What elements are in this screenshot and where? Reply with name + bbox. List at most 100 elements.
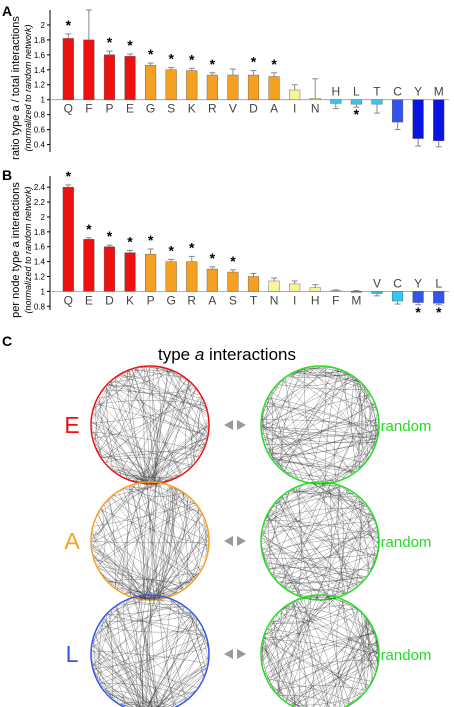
y-tick-label: 0.4 (34, 141, 46, 150)
compare-arrows (224, 420, 246, 430)
row-label-a: A (64, 528, 80, 554)
significance-star: * (210, 250, 216, 266)
bar (371, 291, 383, 294)
bar (165, 261, 177, 292)
category-label: Y (414, 276, 422, 290)
category-label: V (373, 276, 381, 290)
category-label: K (188, 102, 196, 116)
network-random-2 (261, 482, 379, 600)
bar (433, 99, 445, 141)
bar (350, 99, 362, 105)
significance-star: * (148, 232, 154, 248)
y-tick-label: 2.2 (34, 198, 46, 207)
bar (330, 290, 342, 292)
network-random-1 (261, 366, 379, 484)
bar (145, 65, 157, 100)
compare-arrows (224, 649, 246, 659)
bar (433, 291, 445, 304)
bar (247, 276, 260, 292)
category-label: P (147, 293, 155, 307)
bar (289, 283, 301, 292)
panel-a-y-label: ratio type a / total interactions (10, 16, 22, 160)
significance-star: * (127, 233, 133, 249)
bar (412, 291, 424, 303)
y-tick-label: 0.6 (34, 126, 46, 135)
y-tick-label: 1.6 (34, 243, 46, 252)
bar (206, 268, 218, 292)
significance-star: * (66, 17, 72, 33)
category-label: E (85, 293, 93, 307)
bar (124, 56, 136, 100)
network-edges (91, 482, 209, 600)
network-edges (261, 482, 379, 600)
category-label: R (187, 293, 196, 307)
network-e-outline (90, 365, 210, 485)
network-edges (91, 595, 209, 707)
category-label: M (434, 85, 444, 99)
row-label-l: L (66, 641, 79, 667)
y-tick-label: 2 (41, 213, 46, 222)
category-label: L (435, 276, 442, 290)
significance-star: * (107, 228, 113, 244)
panel-b: B per node type a interactions (normaliz… (2, 167, 449, 320)
panel-a-letter: A (2, 3, 12, 19)
category-label: P (105, 102, 113, 116)
significance-star: * (230, 253, 236, 269)
category-label: Q (64, 102, 73, 116)
category-label: M (351, 293, 361, 307)
bar (145, 253, 157, 292)
network-random-3-outline (260, 594, 380, 707)
category-label: L (353, 85, 360, 99)
y-tick-label: 0.8 (34, 302, 46, 311)
significance-star: * (436, 304, 442, 320)
bar (62, 38, 74, 100)
category-label: D (105, 293, 114, 307)
category-label: D (249, 102, 258, 116)
bar (62, 186, 74, 292)
bar (350, 291, 362, 293)
y-tick-label: 1.8 (34, 228, 46, 237)
bar (103, 54, 115, 100)
bar (412, 99, 424, 139)
random-label-1: random (381, 418, 432, 435)
significance-star: * (66, 168, 72, 184)
category-label: I (293, 102, 296, 116)
category-label: Y (414, 85, 422, 99)
bar (268, 280, 280, 292)
y-tick-label: 2.4 (34, 183, 46, 192)
bar (330, 99, 342, 104)
category-label: F (332, 293, 339, 307)
bar (83, 39, 95, 100)
random-label-2: random (381, 534, 432, 551)
bar (186, 70, 198, 100)
y-tick-label: 0.8 (34, 111, 46, 120)
row-label-e: E (64, 412, 79, 438)
bar (392, 99, 404, 123)
significance-star: * (168, 242, 174, 258)
bar (289, 89, 301, 100)
panel-a: A ratio type a / total interactions (nor… (2, 3, 449, 160)
category-label: K (126, 293, 134, 307)
category-label: E (126, 102, 134, 116)
category-label: V (229, 102, 237, 116)
significance-star: * (127, 37, 133, 53)
category-label: N (270, 293, 279, 307)
bar (227, 271, 239, 292)
network-l (91, 595, 209, 707)
significance-star: * (210, 56, 216, 72)
category-label: F (85, 102, 92, 116)
significance-star: * (354, 106, 360, 122)
category-label: G (146, 102, 155, 116)
bar (371, 99, 383, 105)
category-label: C (393, 85, 402, 99)
panel-c: C type a interactions E random A random … (2, 333, 431, 707)
panel-c-title: type a interactions (158, 345, 296, 364)
category-label: H (331, 85, 340, 99)
category-label: Q (64, 293, 73, 307)
bar (186, 261, 198, 292)
significance-star: * (189, 51, 195, 67)
category-label: N (311, 102, 320, 116)
y-tick-label: 1.8 (34, 36, 46, 45)
y-tick-label: 1.2 (34, 273, 46, 282)
panel-a-chart: 0.4 0.6 0.8 1 1.2 1.4 1.6 1.8 2 Q * F P * E * G * S * K * R * V D… (34, 9, 449, 152)
